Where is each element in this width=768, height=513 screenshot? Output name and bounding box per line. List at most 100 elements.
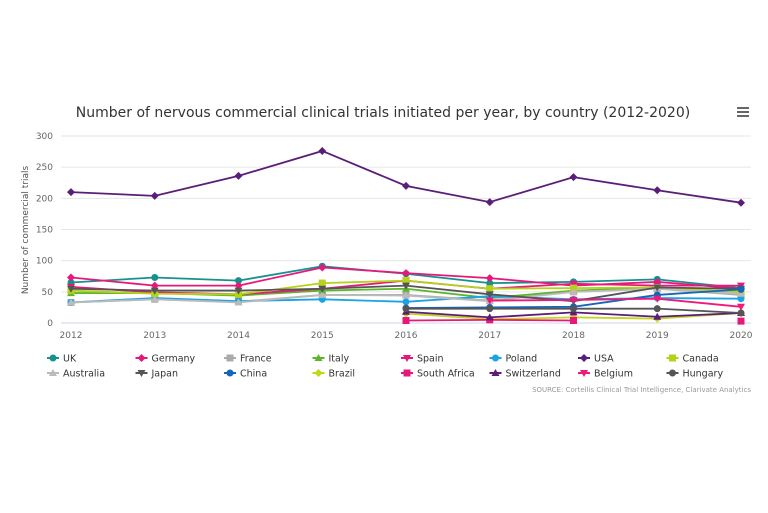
legend-label: Spain (417, 354, 444, 365)
legend-marker (403, 355, 411, 362)
data-point (737, 309, 745, 317)
legend-label: Australia (63, 369, 105, 380)
data-point (485, 313, 494, 321)
legend-marker (492, 354, 499, 362)
data-point (737, 295, 745, 303)
legend-marker (314, 354, 323, 361)
legend-label: Japan (151, 369, 179, 380)
data-point (234, 171, 243, 180)
data-point (234, 298, 243, 306)
legend-marker (226, 354, 234, 362)
data-point (485, 297, 494, 305)
y-tick-label: 50 (42, 288, 54, 298)
data-point (402, 181, 410, 190)
legend-item[interactable]: Switzerland (489, 369, 561, 380)
legend-item[interactable]: Hungary (666, 369, 724, 380)
data-point (318, 285, 327, 293)
legend-marker (137, 370, 146, 377)
legend-label: China (240, 369, 267, 380)
legend-item[interactable]: South Africa (401, 369, 475, 380)
data-point (485, 291, 494, 299)
data-point (653, 186, 662, 195)
legend-item[interactable]: Italy (312, 354, 350, 365)
y-tick-label: 300 (36, 132, 53, 142)
legend-label: Italy (329, 354, 350, 365)
x-tick-label: 2017 (478, 331, 501, 341)
data-point (569, 173, 578, 182)
legend-marker (137, 354, 146, 362)
data-point (570, 305, 577, 313)
legend-item[interactable]: Canada (666, 354, 719, 365)
data-point (318, 279, 326, 287)
data-point (402, 269, 410, 278)
legend-label: Germany (152, 354, 196, 365)
x-tick-label: 2020 (730, 331, 753, 341)
legend-marker (226, 369, 234, 377)
data-point (318, 290, 327, 298)
x-tick-label: 2012 (60, 331, 83, 341)
data-point (151, 273, 159, 281)
legend-item[interactable]: Brazil (312, 369, 356, 380)
legend-item[interactable]: Poland (489, 354, 538, 365)
data-point (67, 188, 75, 197)
data-point (67, 273, 75, 282)
data-point (569, 296, 578, 304)
legend-marker (49, 354, 57, 362)
data-point (569, 280, 578, 288)
x-tick-label: 2019 (646, 331, 669, 341)
legend-label: Brazil (329, 369, 356, 380)
data-point (486, 279, 494, 287)
legend-item[interactable]: China (224, 369, 267, 380)
legend-marker (580, 354, 588, 362)
data-point (570, 317, 577, 325)
series-belgium (485, 295, 745, 311)
legend-marker (669, 369, 676, 377)
data-point (485, 274, 494, 283)
x-tick-label: 2013 (143, 331, 166, 341)
legend-label: Belgium (594, 369, 633, 380)
legend-item[interactable]: USA (578, 354, 614, 365)
series-australia (67, 284, 745, 306)
series-line (70, 150, 742, 204)
hamburger-icon[interactable] (737, 107, 749, 117)
legend-item[interactable]: Spain (401, 354, 444, 365)
legend-item[interactable]: Japan (135, 369, 179, 380)
legend-item[interactable]: Belgium (578, 369, 633, 380)
legend-label: South Africa (417, 369, 475, 380)
y-tick-label: 150 (36, 226, 53, 236)
data-point (402, 291, 410, 299)
data-point (402, 298, 410, 306)
legend-label: Poland (506, 354, 538, 365)
source-note: SOURCE: Cortellis Clinical Trial Intelli… (532, 386, 751, 394)
legend-label: Canada (683, 354, 719, 365)
legend-item[interactable]: UK (47, 354, 77, 365)
data-point (653, 312, 662, 320)
legend-label: Switzerland (506, 369, 561, 380)
data-point (737, 289, 745, 297)
legend-item[interactable]: France (224, 354, 272, 365)
legend-label: UK (63, 354, 77, 365)
legend-label: USA (594, 354, 614, 365)
legend-marker (580, 370, 588, 377)
series-hungary (402, 305, 745, 317)
series-usa (67, 146, 745, 207)
legend-item[interactable]: Australia (47, 369, 105, 380)
x-tick-label: 2014 (227, 331, 250, 341)
legend-item[interactable]: Germany (135, 354, 196, 365)
y-tick-label: 200 (36, 194, 53, 204)
data-point (235, 277, 242, 285)
y-tick-label: 0 (47, 319, 53, 329)
legend-marker (314, 369, 323, 377)
data-point (318, 146, 327, 155)
data-point (569, 287, 578, 295)
data-point (485, 198, 494, 207)
series-line (489, 297, 742, 308)
data-point (402, 317, 410, 325)
y-tick-label: 100 (36, 257, 53, 267)
y-tick-label: 250 (36, 163, 53, 173)
data-point (234, 287, 243, 295)
legend-marker (491, 369, 500, 376)
data-point (737, 317, 745, 325)
data-point (653, 284, 662, 292)
